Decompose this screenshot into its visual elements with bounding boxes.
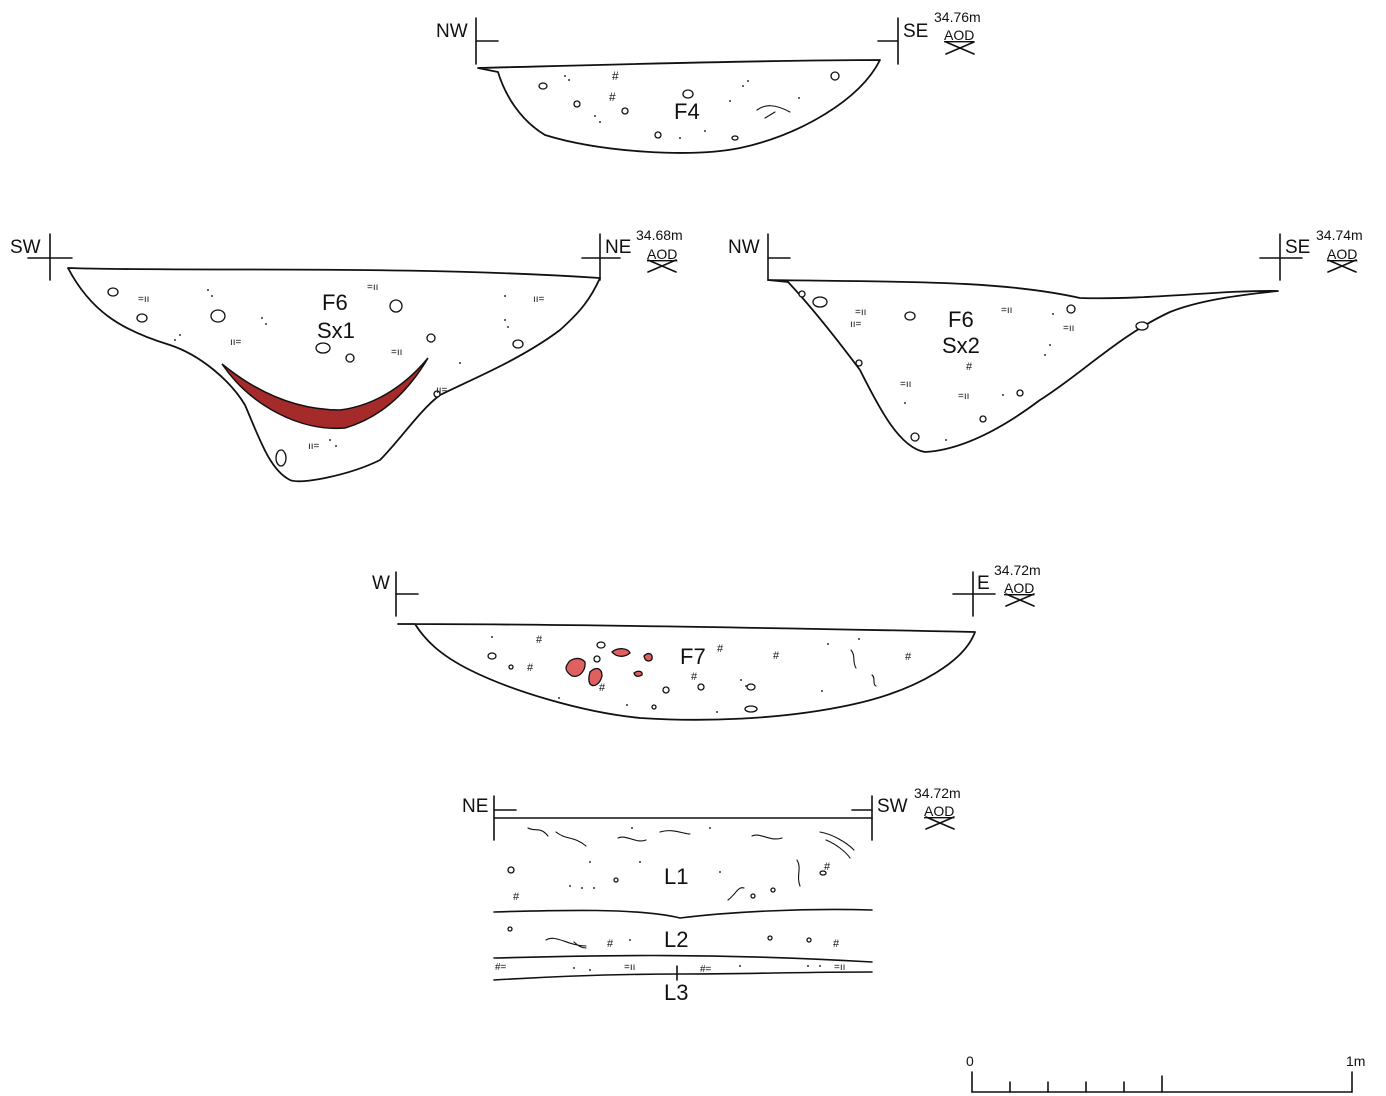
f6-sx2-label-line2: Sx2 (942, 333, 980, 358)
f6-sx2-datum: AOD (1327, 246, 1357, 262)
section-f6-sx2: NW SE 34.74m AOD F6 Sx2 =ıı =ıı =ıı ıı= … (728, 227, 1363, 453)
svg-text:#: # (513, 891, 520, 903)
svg-text:=ıı: =ıı (855, 307, 866, 318)
f4-label: F4 (674, 99, 700, 124)
f4-datum: AOD (944, 27, 974, 43)
f7-level: 34.72m (994, 562, 1041, 578)
f6-sx2-inclusions: =ıı =ıı =ıı ıı= =ıı =ıı # (798, 290, 1149, 442)
section-f4: NW SE 34.76m AOD F4 # # (436, 9, 981, 154)
svg-text:=ıı: =ıı (958, 391, 969, 402)
svg-text:#: # (773, 650, 780, 662)
layer-boundary-l2-l3 (493, 954, 873, 963)
svg-text:ıı=: ıı= (850, 319, 862, 330)
layer-l3-label: L3 (664, 980, 688, 1005)
f6-sx1-cut-outline (67, 267, 601, 483)
f6-sx2-cut-outline (767, 279, 1279, 453)
section-layers: NE SW 34.72m AOD L1 L2 L3 # # # # #= =ıı… (462, 785, 961, 1005)
f6-sx2-datum-marker (1327, 259, 1357, 273)
svg-text:#: # (717, 643, 724, 655)
f4-inclusions: # # (538, 69, 840, 141)
svg-text:#: # (609, 90, 616, 104)
f6-sx1-dir-left: SW (10, 237, 41, 258)
f6-sx1-dir-right: NE (605, 237, 631, 258)
svg-text:=ıı: =ıı (138, 294, 149, 305)
svg-text:#: # (612, 69, 619, 83)
layer-l3-base (493, 971, 873, 981)
f6-sx1-inclusions: =ıı =ıı ıı= ıı= =ıı ıı= ıı= (107, 282, 545, 467)
f7-dir-right: E (977, 573, 990, 594)
svg-text:#: # (824, 861, 831, 873)
f4-dir-right: SE (903, 21, 928, 42)
svg-text:ıı=: ıı= (230, 337, 242, 348)
f7-cut-outline (397, 623, 976, 721)
f7-clay-fragment (565, 657, 586, 677)
f7-datum: AOD (1004, 580, 1034, 596)
layers-datum-marker (925, 816, 955, 830)
svg-text:=ıı: =ıı (900, 379, 911, 390)
f7-clay-fragment (643, 652, 653, 662)
f7-dir-left: W (372, 573, 390, 594)
svg-text:=ıı: =ıı (1001, 305, 1012, 316)
layers-inclusions: # # # # #= =ıı #= =ıı (495, 827, 855, 975)
svg-text:ıı=: ıı= (436, 385, 448, 396)
f6-sx1-datum: AOD (647, 246, 677, 262)
svg-text:#: # (905, 651, 912, 663)
layer-l2-label: L2 (664, 927, 688, 952)
f6-sx1-label-line1: F6 (322, 290, 348, 315)
layer-l1-label: L1 (664, 864, 688, 889)
svg-text:#: # (691, 671, 698, 683)
f6-sx1-label-line2: Sx1 (317, 318, 355, 343)
svg-text:=ıı: =ıı (624, 962, 635, 973)
layer-boundary-l1-l2 (493, 908, 873, 919)
svg-text:#=: #= (700, 964, 712, 975)
layers-dir-left: NE (462, 796, 488, 817)
f6-sx1-datum-marker (647, 259, 677, 273)
svg-text:ıı=: ıı= (533, 294, 545, 305)
section-f6-sx1: SW NE 34.68m AOD F6 Sx1 =ıı =ıı ıı= ıı= … (10, 227, 683, 483)
section-f7: W E 34.72m AOD F7 # # # # # # # (372, 562, 1041, 721)
layers-datum: AOD (924, 803, 954, 819)
f4-level: 34.76m (934, 9, 981, 25)
f7-label: F7 (680, 644, 706, 669)
svg-text:#: # (607, 938, 614, 950)
f7-inclusions: # # # # # # # (487, 634, 912, 713)
f4-cut-outline (477, 59, 881, 154)
f7-clay-fragment (588, 667, 603, 687)
layers-dir-right: SW (877, 796, 908, 817)
svg-text:=ıı: =ıı (1063, 323, 1074, 334)
f4-dir-left: NW (436, 21, 468, 42)
f6-sx2-dir-right: SE (1285, 237, 1310, 258)
layers-level: 34.72m (914, 785, 961, 801)
svg-text:#=: #= (495, 962, 507, 973)
scale-bar-start-label: 0 (966, 1053, 974, 1069)
svg-text:=ıı: =ıı (391, 347, 402, 358)
svg-text:#: # (536, 634, 543, 646)
scale-bar: 0 1m (966, 1053, 1365, 1093)
svg-text:ıı=: ıı= (308, 441, 320, 452)
f6-sx1-burnt-lens (221, 357, 429, 430)
f4-datum-marker (945, 41, 975, 55)
svg-text:#: # (527, 662, 534, 674)
f6-sx2-label-line1: F6 (948, 307, 974, 332)
f7-datum-marker (1005, 593, 1035, 607)
f6-sx2-level: 34.74m (1316, 227, 1363, 243)
f7-clay-fragment (633, 670, 643, 677)
svg-text:#: # (599, 682, 606, 694)
f6-sx1-level: 34.68m (636, 227, 683, 243)
f7-clay-fragment (611, 648, 631, 657)
svg-text:=ıı: =ıı (834, 962, 845, 973)
svg-text:=ıı: =ıı (367, 282, 378, 293)
svg-text:#: # (833, 938, 840, 950)
f6-sx2-dir-left: NW (728, 237, 760, 258)
scale-bar-end-label: 1m (1346, 1053, 1365, 1069)
svg-text:#: # (966, 361, 973, 373)
